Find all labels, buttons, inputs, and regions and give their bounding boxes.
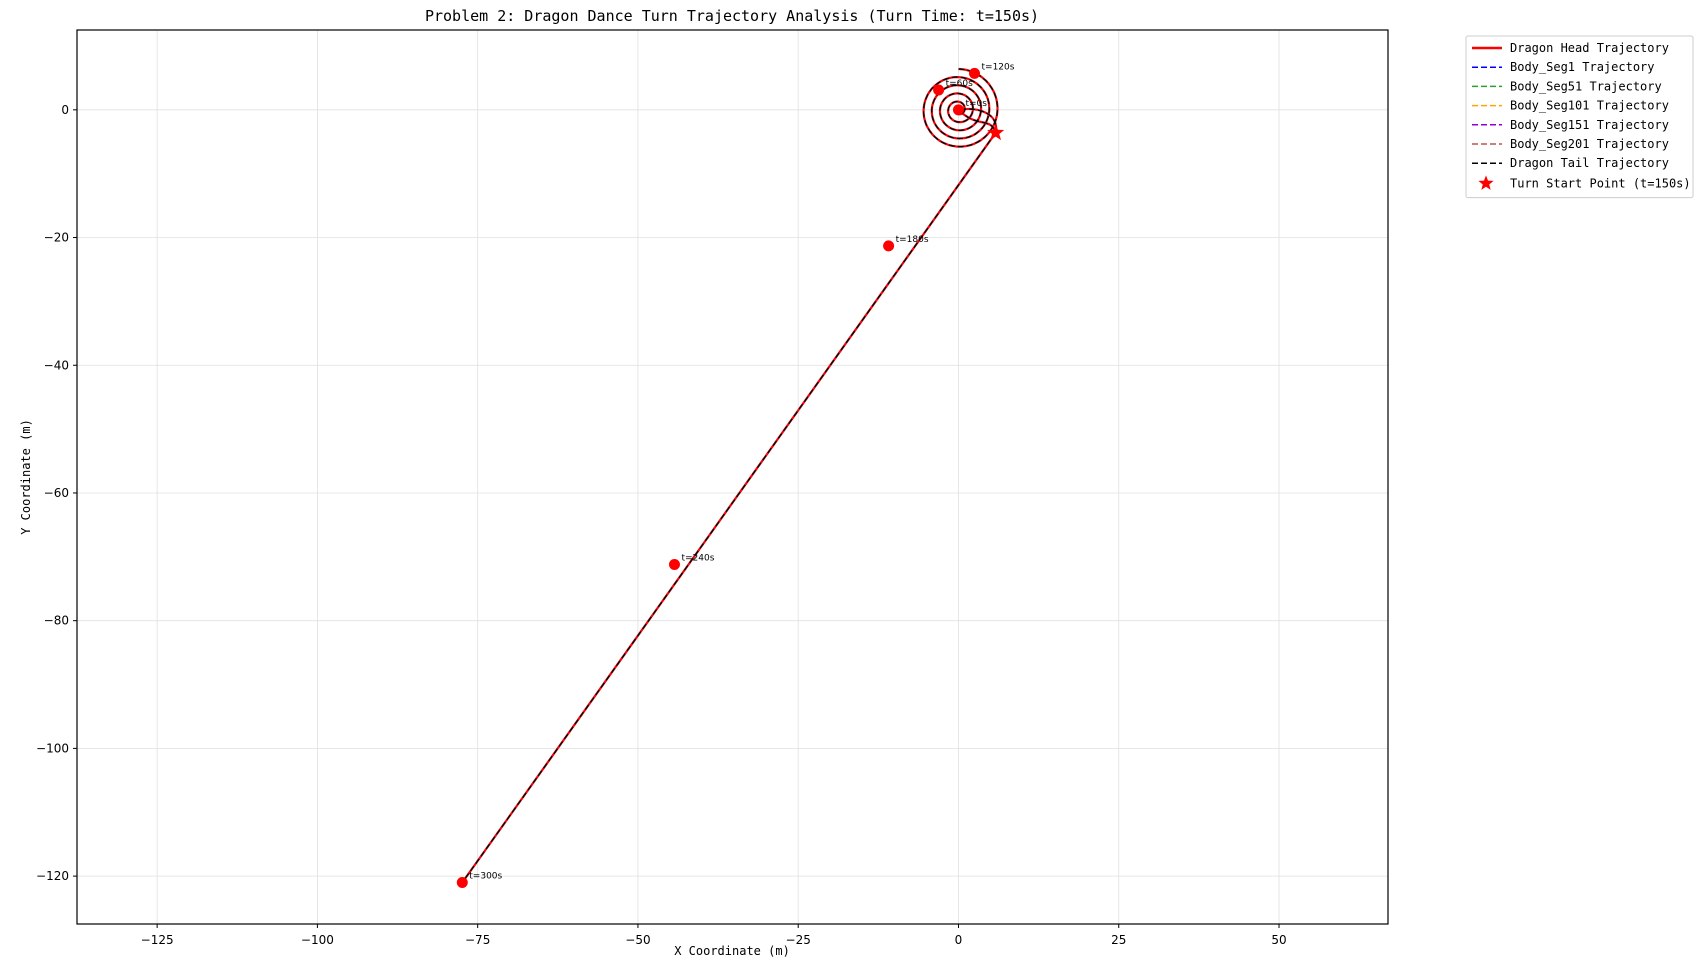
grid-lines [77, 30, 1388, 924]
legend-label: Body_Seg1 Trajectory [1510, 60, 1655, 74]
y-tick-label: −80 [44, 614, 69, 628]
series-path-6-0 [922, 68, 999, 148]
y-tick-label: −20 [44, 231, 69, 245]
time-marker [883, 240, 895, 252]
time-marker [969, 67, 981, 79]
y-tick-label: −100 [36, 741, 69, 755]
y-tick-label: −40 [44, 358, 69, 372]
y-axis-label: Y Coordinate (m) [19, 419, 33, 535]
legend-label: Body_Seg201 Trajectory [1510, 137, 1669, 151]
legend-label: Dragon Tail Trajectory [1510, 156, 1669, 170]
plot-frame [76, 29, 1389, 925]
time-marker [668, 558, 680, 570]
time-label: t=0s [965, 99, 987, 109]
time-label: t=120s [982, 62, 1015, 72]
turn-start-star [987, 123, 1005, 141]
time-label: t=300s [469, 871, 502, 881]
legend-star-icon [1478, 175, 1494, 190]
x-tick-label: −50 [625, 933, 650, 947]
legend-label: Body_Seg151 Trajectory [1510, 118, 1669, 132]
legend: Dragon Head Trajectory Body_Seg1 Trajecto… [1465, 35, 1694, 199]
x-axis-ticks: −125 −100 −75 −50 −25 0 25 50 [141, 924, 1287, 947]
y-tick-label: −60 [44, 486, 69, 500]
y-tick-label: −120 [36, 869, 69, 883]
legend-box [1465, 35, 1694, 199]
x-tick-label: −100 [301, 933, 334, 947]
time-marker [456, 876, 468, 888]
legend-label: Body_Seg51 Trajectory [1510, 79, 1662, 93]
time-marker [952, 104, 964, 116]
x-tick-label: −25 [786, 933, 811, 947]
x-tick-label: 25 [1111, 933, 1126, 947]
y-axis-ticks: 0 −20 −40 −60 −80 −100 −120 [36, 103, 77, 883]
x-tick-label: 0 [955, 933, 963, 947]
legend-label: Turn Start Point (t=150s) [1510, 176, 1691, 190]
series-path-6-2 [461, 132, 997, 883]
chart-title: Problem 2: Dragon Dance Turn Trajectory … [425, 7, 1039, 25]
time-annotations: t=120s t=60s t=0s t=180s t=240s t=300s [456, 62, 1015, 888]
time-label: t=240s [681, 553, 714, 563]
time-label: t=180s [896, 235, 929, 245]
x-axis-label: X Coordinate (m) [674, 944, 790, 958]
time-marker [933, 84, 945, 96]
x-tick-label: −75 [465, 933, 490, 947]
x-tick-label: −125 [141, 933, 174, 947]
x-tick-label: 50 [1271, 933, 1286, 947]
plot-series [461, 67, 999, 884]
y-tick-label: 0 [61, 103, 69, 117]
time-label: t=60s [946, 79, 974, 89]
legend-label: Body_Seg101 Trajectory [1510, 99, 1669, 113]
legend-label: Dragon Head Trajectory [1510, 41, 1669, 55]
